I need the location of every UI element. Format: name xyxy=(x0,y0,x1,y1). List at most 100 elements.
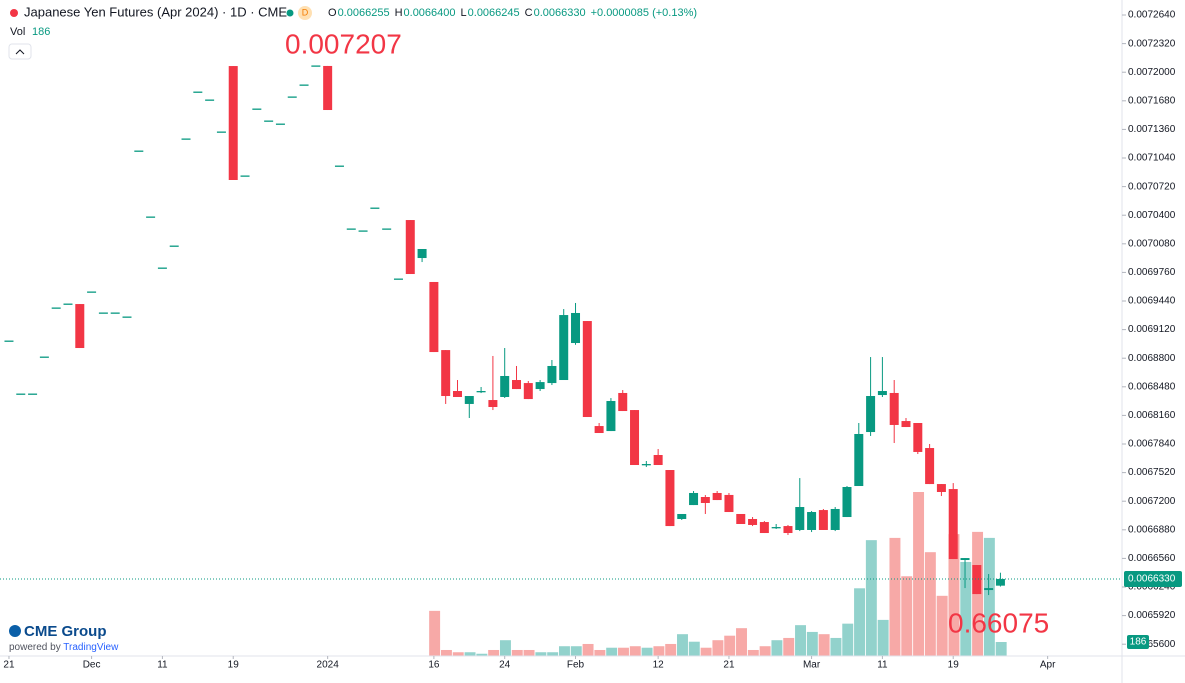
y-tick-label: 0.0068160 xyxy=(1128,410,1176,421)
volume-tag xyxy=(1127,635,1149,650)
x-tick-label: 21 xyxy=(723,660,735,671)
volume-bar xyxy=(877,619,889,656)
volume-bar xyxy=(629,646,641,656)
candle-dash xyxy=(16,393,26,395)
candle-body xyxy=(653,454,663,466)
volume-bar xyxy=(901,576,913,656)
volume-bar xyxy=(665,643,677,656)
annotation: 0.66075 xyxy=(948,607,1049,638)
candle-body xyxy=(925,448,935,485)
volume-bar xyxy=(865,540,877,656)
volume-bar xyxy=(830,637,842,656)
x-tick-label: Dec xyxy=(83,660,101,671)
x-tick-label: 21 xyxy=(3,660,15,671)
volume-bar xyxy=(818,634,830,656)
candle-dash xyxy=(146,216,156,218)
volume-bar xyxy=(983,537,995,656)
candle-body xyxy=(936,484,946,492)
badge-circle xyxy=(298,6,312,20)
candle-body xyxy=(547,365,557,384)
y-tick-label: 0.0065600 xyxy=(1128,639,1176,650)
y-tick-label: 0.0070080 xyxy=(1128,238,1176,249)
y-tick-label: 0.0072000 xyxy=(1128,67,1176,78)
candle-body xyxy=(866,396,876,433)
volume-bar xyxy=(712,640,724,656)
candle-dash xyxy=(205,99,215,101)
candle-body xyxy=(700,497,710,503)
x-tick-label: Feb xyxy=(567,660,585,671)
candle-dash xyxy=(240,175,250,177)
candle-dash xyxy=(334,165,344,167)
volume-bar xyxy=(771,640,783,656)
legend-key: O xyxy=(328,7,337,19)
candle-dash xyxy=(134,150,144,152)
candle-body xyxy=(464,396,474,404)
y-tick-label: 0.0069440 xyxy=(1128,296,1176,307)
volume-bar xyxy=(641,647,653,656)
candle-body xyxy=(795,507,805,530)
y-tick-label: 0.0067840 xyxy=(1128,439,1176,450)
ohlc-legend: O 0.0066255 H 0.0066400 L 0.0066245 C 0.0066330… xyxy=(328,7,697,19)
candle-body xyxy=(405,220,415,275)
volume-bar xyxy=(889,537,901,656)
candle-dash xyxy=(157,267,167,269)
candle-dash xyxy=(311,65,321,67)
candle-body xyxy=(441,350,451,397)
candle-dash xyxy=(382,228,392,230)
volume-layer xyxy=(429,492,1007,656)
candle-body xyxy=(429,281,439,353)
credit-brand: TradingView xyxy=(63,642,119,653)
volume-bar xyxy=(429,610,441,656)
legend-key: C xyxy=(525,7,533,19)
y-tick-label: 0.0070400 xyxy=(1128,210,1176,221)
candle-body xyxy=(582,321,592,418)
candle-dash xyxy=(28,393,38,395)
y-tick-label: 0.0068800 xyxy=(1128,353,1176,364)
y-tick-label: 0.0070720 xyxy=(1128,181,1176,192)
candle-body xyxy=(641,464,651,466)
candle-body xyxy=(854,433,864,487)
volume-bar xyxy=(653,646,665,656)
candle-dash xyxy=(287,96,297,98)
candle-body xyxy=(689,492,699,506)
candle-body xyxy=(417,248,427,259)
candle-body xyxy=(913,423,923,452)
candle-body xyxy=(771,527,781,529)
volume-tag-label: 186 xyxy=(1130,637,1147,648)
volume-bar xyxy=(618,647,629,656)
candle-dash xyxy=(169,245,179,247)
candle-body xyxy=(228,66,238,180)
candle-body xyxy=(960,558,970,561)
credit-prefix: powered by xyxy=(9,642,63,653)
candle-dash xyxy=(264,120,274,122)
x-tick-label: 24 xyxy=(499,660,511,671)
volume-bar xyxy=(452,652,464,656)
candle-body xyxy=(984,588,994,591)
candle-body xyxy=(889,392,899,425)
candle-dash xyxy=(299,84,309,86)
candle-body xyxy=(712,492,722,501)
y-tick-label: 0.0069120 xyxy=(1128,324,1176,335)
x-tick-label: Apr xyxy=(1040,660,1056,671)
y-tick-label: 0.0069760 xyxy=(1128,267,1176,278)
x-tick-label: 19 xyxy=(948,660,960,671)
annotation: 0.007207 xyxy=(285,28,402,59)
volume-bar xyxy=(688,641,700,656)
volume-bar xyxy=(523,649,535,656)
legend-value: 0.0066400 xyxy=(404,7,456,19)
last-price-label: 0.0066330 xyxy=(1128,574,1176,585)
logo-globe xyxy=(9,625,21,637)
candle-body xyxy=(488,400,498,408)
candle-body xyxy=(830,508,840,530)
candle-body xyxy=(630,410,640,466)
y-tick-label: 0.0066880 xyxy=(1128,524,1176,535)
volume-bar xyxy=(995,642,1007,656)
x-tick-label: Mar xyxy=(803,660,821,671)
candle-dash xyxy=(193,91,203,93)
volume-bar xyxy=(724,635,736,656)
candle-dash xyxy=(275,123,285,125)
collapse-button[interactable] xyxy=(8,43,32,60)
candle-body xyxy=(323,65,333,111)
